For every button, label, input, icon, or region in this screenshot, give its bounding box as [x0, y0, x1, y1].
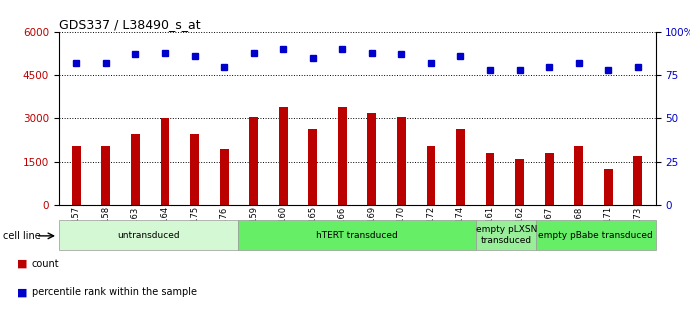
Bar	[131, 134, 140, 205]
Bar	[367, 113, 376, 205]
Bar	[515, 159, 524, 205]
Text: empty pBabe transduced: empty pBabe transduced	[538, 231, 653, 240]
Bar	[219, 149, 228, 205]
Bar	[477, 220, 536, 250]
Bar	[308, 129, 317, 205]
Bar	[633, 156, 642, 205]
Bar	[397, 117, 406, 205]
Text: hTERT transduced: hTERT transduced	[316, 231, 398, 240]
Bar	[486, 153, 495, 205]
Bar	[426, 146, 435, 205]
Bar	[544, 153, 553, 205]
Bar	[536, 220, 656, 250]
Text: count: count	[32, 259, 59, 269]
Text: untransduced: untransduced	[117, 231, 179, 240]
Bar	[72, 146, 81, 205]
Bar	[279, 107, 288, 205]
Text: GDS337 / L38490_s_at: GDS337 / L38490_s_at	[59, 18, 200, 31]
Bar	[59, 220, 237, 250]
Text: ■: ■	[17, 287, 28, 297]
Bar	[456, 129, 465, 205]
Text: percentile rank within the sample: percentile rank within the sample	[32, 287, 197, 297]
Bar	[574, 146, 583, 205]
Bar	[604, 169, 613, 205]
Bar	[338, 107, 347, 205]
Text: empty pLXSN
transduced: empty pLXSN transduced	[475, 225, 537, 245]
Bar	[101, 146, 110, 205]
Text: cell line: cell line	[3, 231, 41, 241]
Bar	[190, 134, 199, 205]
Bar	[161, 119, 170, 205]
Bar	[249, 117, 258, 205]
Bar	[237, 220, 477, 250]
Text: ■: ■	[17, 259, 28, 269]
